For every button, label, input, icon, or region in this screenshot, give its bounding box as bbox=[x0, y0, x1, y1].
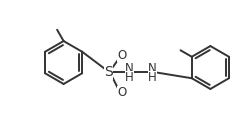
Text: H: H bbox=[125, 71, 134, 84]
Text: N: N bbox=[148, 62, 157, 75]
Text: N: N bbox=[125, 62, 134, 75]
Text: H: H bbox=[148, 71, 157, 84]
Text: O: O bbox=[117, 49, 126, 62]
Text: O: O bbox=[117, 86, 126, 99]
Text: S: S bbox=[104, 65, 113, 79]
